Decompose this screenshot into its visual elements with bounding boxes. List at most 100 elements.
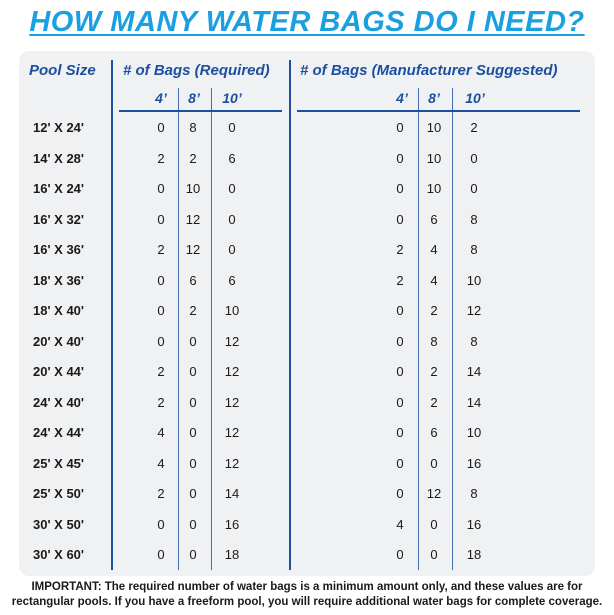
pool-size-cell: 16' X 24'	[33, 181, 84, 196]
header-required: # of Bags (Required)	[123, 62, 270, 79]
required-bags-cell: 2	[157, 364, 165, 379]
required-bags-cell: 0	[189, 394, 197, 410]
required-bags-cell: 0	[157, 120, 165, 135]
subheader-req-4: 4’	[155, 90, 167, 106]
required-bags-cell: 2	[157, 486, 165, 501]
subheader-req-8: 8’	[188, 90, 200, 106]
important-note: IMPORTANT: The required number of water …	[0, 580, 614, 610]
required-bags-cell: 0	[189, 333, 197, 349]
required-bags-cell: 12	[224, 455, 240, 471]
pool-size-cell: 24' X 44'	[33, 425, 84, 440]
required-bags-cell: 4	[157, 455, 165, 471]
suggested-bags-cell: 0	[396, 150, 404, 166]
header-pool-size: Pool Size	[29, 62, 96, 79]
suggested-bags-cell: 8	[470, 333, 478, 349]
suggested-bags-cell: 10	[466, 425, 482, 440]
required-bags-cell: 0	[189, 486, 197, 501]
required-bags-cell: 6	[189, 272, 197, 288]
required-bags-cell: 10	[185, 181, 201, 196]
suggested-bags-cell: 8	[470, 486, 478, 501]
suggested-bags-cell: 12	[426, 486, 442, 501]
suggested-col-divider-2	[452, 88, 453, 570]
required-bags-cell: 0	[228, 211, 236, 227]
suggested-bags-cell: 18	[466, 547, 482, 562]
suggested-bags-cell: 8	[430, 333, 438, 349]
required-bags-cell: 12	[224, 364, 240, 379]
suggested-bags-cell: 10	[426, 181, 442, 196]
suggested-header-rule	[297, 110, 580, 112]
suggested-bags-cell: 10	[426, 150, 442, 166]
suggested-bags-cell: 0	[396, 364, 404, 379]
suggested-bags-cell: 2	[396, 272, 404, 288]
required-col-divider-1	[178, 88, 179, 570]
divider-size-column	[111, 60, 113, 570]
table-card	[19, 51, 595, 576]
suggested-bags-cell: 0	[470, 181, 478, 196]
pool-size-cell: 25' X 50'	[33, 486, 84, 501]
suggested-bags-cell: 8	[470, 242, 478, 257]
pool-size-cell: 12' X 24'	[33, 120, 84, 135]
suggested-bags-cell: 0	[430, 516, 438, 532]
required-bags-cell: 0	[189, 425, 197, 440]
suggested-bags-cell: 0	[396, 486, 404, 501]
suggested-col-divider-1	[418, 88, 419, 570]
required-bags-cell: 0	[228, 120, 236, 135]
required-bags-cell: 0	[189, 547, 197, 562]
pool-size-cell: 14' X 28'	[33, 150, 84, 166]
pool-size-cell: 25' X 45'	[33, 455, 84, 471]
required-bags-cell: 0	[228, 181, 236, 196]
suggested-bags-cell: 2	[430, 364, 438, 379]
pool-size-cell: 16' X 32'	[33, 211, 84, 227]
required-bags-cell: 0	[189, 364, 197, 379]
suggested-bags-cell: 0	[396, 303, 404, 318]
suggested-bags-cell: 0	[396, 211, 404, 227]
suggested-bags-cell: 2	[470, 120, 478, 135]
pool-size-cell: 18' X 40'	[33, 303, 84, 318]
required-bags-cell: 2	[189, 150, 197, 166]
suggested-bags-cell: 4	[430, 272, 438, 288]
pool-size-cell: 24' X 40'	[33, 394, 84, 410]
required-bags-cell: 8	[189, 120, 197, 135]
suggested-bags-cell: 4	[430, 242, 438, 257]
pool-size-cell: 20' X 40'	[33, 333, 84, 349]
suggested-bags-cell: 14	[466, 394, 482, 410]
suggested-bags-cell: 6	[430, 211, 438, 227]
suggested-bags-cell: 0	[396, 333, 404, 349]
required-bags-cell: 12	[185, 242, 201, 257]
suggested-bags-cell: 0	[396, 394, 404, 410]
required-bags-cell: 6	[228, 272, 236, 288]
required-bags-cell: 18	[224, 547, 240, 562]
subheader-sug-4: 4’	[396, 90, 408, 106]
required-bags-cell: 6	[228, 150, 236, 166]
suggested-bags-cell: 2	[430, 394, 438, 410]
suggested-bags-cell: 0	[396, 181, 404, 196]
suggested-bags-cell: 2	[396, 242, 404, 257]
required-bags-cell: 0	[157, 333, 165, 349]
suggested-bags-cell: 14	[466, 364, 482, 379]
divider-groups	[289, 60, 291, 570]
suggested-bags-cell: 12	[466, 303, 482, 318]
required-bags-cell: 0	[157, 272, 165, 288]
subheader-sug-10: 10’	[465, 90, 485, 106]
required-bags-cell: 0	[157, 547, 165, 562]
required-bags-cell: 0	[189, 455, 197, 471]
suggested-bags-cell: 8	[470, 211, 478, 227]
suggested-bags-cell: 16	[466, 516, 482, 532]
suggested-bags-cell: 0	[396, 455, 404, 471]
suggested-bags-cell: 0	[430, 547, 438, 562]
required-bags-cell: 2	[189, 303, 197, 318]
suggested-bags-cell: 10	[466, 272, 482, 288]
suggested-bags-cell: 10	[426, 120, 442, 135]
required-bags-cell: 12	[224, 333, 240, 349]
subheader-req-10: 10’	[222, 90, 242, 106]
required-header-rule	[119, 110, 282, 112]
pool-size-cell: 30' X 60'	[33, 547, 84, 562]
suggested-bags-cell: 2	[430, 303, 438, 318]
required-bags-cell: 16	[224, 516, 240, 532]
required-col-divider-2	[211, 88, 212, 570]
suggested-bags-cell: 0	[430, 455, 438, 471]
pool-size-cell: 16' X 36'	[33, 242, 84, 257]
required-bags-cell: 12	[224, 394, 240, 410]
suggested-bags-cell: 0	[470, 150, 478, 166]
required-bags-cell: 0	[228, 242, 236, 257]
